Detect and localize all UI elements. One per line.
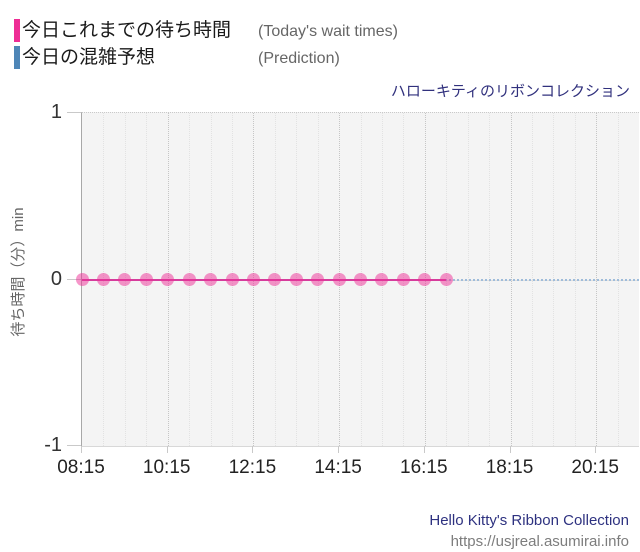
x-tick-mark xyxy=(595,446,597,453)
data-point xyxy=(439,273,453,286)
data-point xyxy=(418,273,432,286)
x-tick-label: 16:15 xyxy=(400,457,448,478)
legend-swatch xyxy=(14,19,20,42)
legend: 今日これまでの待ち時間 (Today's wait times) 今日の混雑予想 (P… xyxy=(14,19,454,73)
y-tick-mark xyxy=(67,445,81,446)
x-tick-label: 08:15 xyxy=(57,457,105,478)
x-tick-mark xyxy=(509,446,511,453)
x-tick-label: 12:15 xyxy=(228,457,277,478)
data-point xyxy=(246,273,260,286)
data-point xyxy=(182,273,196,286)
data-point xyxy=(225,273,239,286)
x-tick-label: 10:15 xyxy=(142,457,191,478)
y-tick-label: -1 xyxy=(44,434,62,456)
y-tick-label: 0 xyxy=(50,267,62,290)
data-point xyxy=(161,273,175,286)
legend-label-ja: 今日の混雑予想 xyxy=(22,47,156,68)
data-point xyxy=(354,273,367,286)
x-tick-mark xyxy=(252,446,254,453)
watermark: Hello Kitty's Ribbon Collection https://… xyxy=(429,510,629,552)
x-tick-mark xyxy=(166,446,168,453)
x-tick-mark xyxy=(423,446,425,453)
data-point xyxy=(139,273,153,286)
y-tick-mark xyxy=(67,278,81,280)
legend-label-en: (Prediction) xyxy=(258,50,340,67)
x-tick-label: 14:15 xyxy=(314,457,362,478)
legend-label-en: (Today's wait times) xyxy=(258,23,398,40)
x-tick-mark xyxy=(81,446,82,453)
data-point xyxy=(268,273,282,286)
data-point xyxy=(289,273,303,286)
data-point xyxy=(204,273,217,286)
legend-item: 今日の混雑予想 (Prediction) xyxy=(14,46,454,69)
legend-item: 今日これまでの待ち時間 (Today's wait times) xyxy=(14,19,454,42)
data-point xyxy=(332,273,346,286)
watermark-url: https://usjreal.asumirai.info xyxy=(450,533,629,550)
legend-label-ja: 今日これまでの待ち時間 xyxy=(22,20,232,41)
wait-series-line xyxy=(82,278,447,281)
data-point xyxy=(396,273,410,286)
watermark-title: Hello Kitty's Ribbon Collection xyxy=(429,512,629,529)
data-point xyxy=(75,273,89,286)
data-point xyxy=(96,273,110,286)
y-tick-label: 1 xyxy=(50,101,62,123)
y-tick-mark xyxy=(67,112,81,113)
chart-title: ハローキティのリボンコレクション xyxy=(390,83,630,100)
x-tick-mark xyxy=(338,446,340,453)
data-point xyxy=(118,273,132,286)
data-point xyxy=(375,273,389,286)
x-tick-label: 18:15 xyxy=(485,457,534,478)
legend-swatch xyxy=(14,46,20,69)
data-point xyxy=(311,273,325,286)
wait-time-chart-page: { "legend": { "items": [ { "label_ja": "… xyxy=(10,19,639,550)
x-tick-label: 20:15 xyxy=(571,457,619,478)
plot-area: Hello Kitty's Ribbon Collection https://… xyxy=(75,112,639,550)
